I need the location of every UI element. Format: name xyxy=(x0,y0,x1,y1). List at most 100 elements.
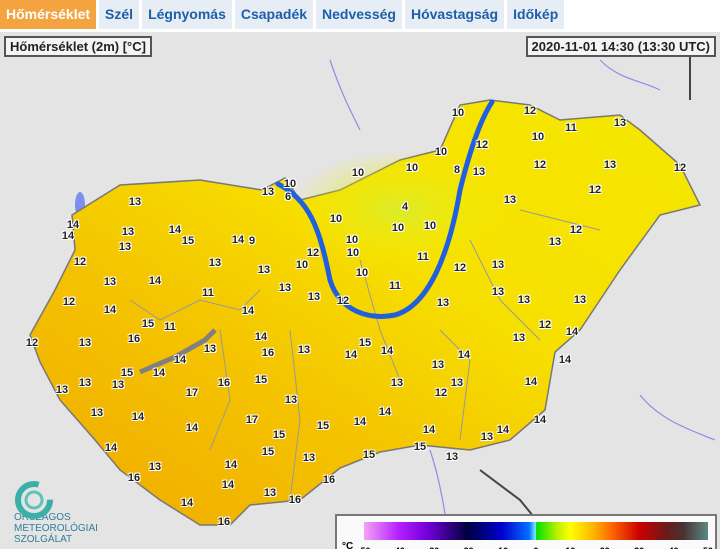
station-temperature: 13 xyxy=(603,159,617,171)
station-temperature: 13 xyxy=(491,259,505,271)
station-temperature: 16 xyxy=(127,333,141,345)
tab-snow-depth[interactable]: Hóvastagság xyxy=(404,0,505,29)
legend-tick: -10 xyxy=(495,546,508,549)
station-temperature: 13 xyxy=(512,332,526,344)
legend-tick: -20 xyxy=(461,546,474,549)
station-temperature: 15 xyxy=(181,235,195,247)
color-scale-bar xyxy=(364,522,708,540)
station-temperature: 12 xyxy=(306,247,320,259)
tab-precipitation[interactable]: Csapadék xyxy=(234,0,314,29)
legend-unit: °C xyxy=(342,541,354,549)
station-temperature: 15 xyxy=(120,367,134,379)
tab-wind[interactable]: Szél xyxy=(99,0,140,29)
station-temperature: 13 xyxy=(390,377,404,389)
logo-swirl-icon xyxy=(15,481,53,519)
station-temperature: 13 xyxy=(148,461,162,473)
station-temperature: 14 xyxy=(104,442,118,454)
station-temperature: 15 xyxy=(316,420,330,432)
legend-tick: -30 xyxy=(426,546,439,549)
legend-tick: -50 xyxy=(357,546,370,549)
omsz-logo: ORSZÁGOS METEOROLÓGIAI SZOLGÁLAT xyxy=(14,481,98,545)
station-temperature: 11 xyxy=(389,280,401,292)
station-temperature: 14 xyxy=(66,219,80,231)
station-temperature: 13 xyxy=(90,407,104,419)
station-temperature: 13 xyxy=(263,487,277,499)
station-temperature: 14 xyxy=(241,305,255,317)
legend-tick: 50 xyxy=(703,546,713,549)
station-temperature: 11 xyxy=(164,321,176,333)
legend-tick: -40 xyxy=(392,546,405,549)
station-temperature: 13 xyxy=(55,384,69,396)
tab-weather-image[interactable]: Időkép xyxy=(507,0,565,29)
station-temperature: 10 xyxy=(351,167,365,179)
station-temperature: 10 xyxy=(345,234,359,246)
station-temperature: 12 xyxy=(62,296,76,308)
station-temperature: 11 xyxy=(202,287,214,299)
station-temperature: 14 xyxy=(185,422,199,434)
station-temperature: 13 xyxy=(203,343,217,355)
station-temperature: 13 xyxy=(278,282,292,294)
station-temperature: 16 xyxy=(127,472,141,484)
station-temperature: 12 xyxy=(533,159,547,171)
station-temperature: 14 xyxy=(168,224,182,236)
station-temperature: 10 xyxy=(451,107,465,119)
station-temperature: 14 xyxy=(353,416,367,428)
station-temperature: 12 xyxy=(73,256,87,268)
station-temperature: 14 xyxy=(422,424,436,436)
station-temperature: 16 xyxy=(322,474,336,486)
station-temperature: 15 xyxy=(413,441,427,453)
station-temperature: 14 xyxy=(131,411,145,423)
annotation-curve xyxy=(275,99,495,319)
station-temperature: 13 xyxy=(548,236,562,248)
station-temperature: 12 xyxy=(523,105,537,117)
tab-bar: Hőmérséklet Szél Légnyomás Csapadék Nedv… xyxy=(0,0,565,29)
station-temperature: 14 xyxy=(61,230,75,242)
logo-line: ORSZÁGOS xyxy=(14,512,71,523)
station-temperature: 13 xyxy=(128,196,142,208)
station-temperature: 12 xyxy=(569,224,583,236)
tab-pressure[interactable]: Légnyomás xyxy=(142,0,232,29)
station-temperature: 13 xyxy=(302,452,316,464)
county-borders xyxy=(129,209,601,501)
station-temperature: 13 xyxy=(297,344,311,356)
station-temperature: 14 xyxy=(378,406,392,418)
station-temperature: 12 xyxy=(336,295,350,307)
logo-line: SZOLGÁLAT xyxy=(14,534,73,545)
station-temperature: 10 xyxy=(423,220,437,232)
temperature-map: 10 12 11 10 13 12 10 12 13 12 8 13 10 10 10 6 10 4 10 10 10 1… xyxy=(0,32,720,549)
river xyxy=(329,59,716,549)
legend-tick: 10 xyxy=(565,546,575,549)
station-temperature: 13 xyxy=(613,117,627,129)
legend-tick: 40 xyxy=(669,546,679,549)
station-temperature: 14 xyxy=(457,349,471,361)
station-temperature: 10 xyxy=(295,259,309,271)
map-timestamp: 2020-11-01 14:30 (13:30 UTC) xyxy=(525,36,716,57)
station-temperature: 13 xyxy=(257,264,271,276)
station-temperature: 15 xyxy=(261,446,275,458)
station-temperature: 12 xyxy=(538,319,552,331)
station-temperature: 14 xyxy=(344,349,358,361)
tab-temperature[interactable]: Hőmérséklet xyxy=(0,0,97,29)
station-temperature: 12 xyxy=(25,337,39,349)
station-temperature: 16 xyxy=(217,516,231,528)
station-temperature: 15 xyxy=(358,337,372,349)
station-temperature: 14 xyxy=(103,304,117,316)
station-temperature: 13 xyxy=(78,337,92,349)
station-temperature: 16 xyxy=(217,377,231,389)
tab-humidity[interactable]: Nedvesség xyxy=(316,0,402,29)
station-temperature: 13 xyxy=(573,294,587,306)
station-temperature: 13 xyxy=(78,377,92,389)
station-temperature: 13 xyxy=(208,257,222,269)
station-temperature: 14 xyxy=(231,234,245,246)
station-temperature: 12 xyxy=(673,162,687,174)
station-temperature: 10 xyxy=(329,213,343,225)
legend-tick: 30 xyxy=(634,546,644,549)
station-temperature: 11 xyxy=(565,122,577,134)
station-temperature: 10 xyxy=(283,178,297,190)
station-temperature: 14 xyxy=(173,354,187,366)
station-temperature: 14 xyxy=(221,479,235,491)
station-temperature: 17 xyxy=(245,414,259,426)
station-temperature: 14 xyxy=(148,275,162,287)
station-temperature: 11 xyxy=(417,251,429,263)
station-temperature: 14 xyxy=(533,414,547,426)
